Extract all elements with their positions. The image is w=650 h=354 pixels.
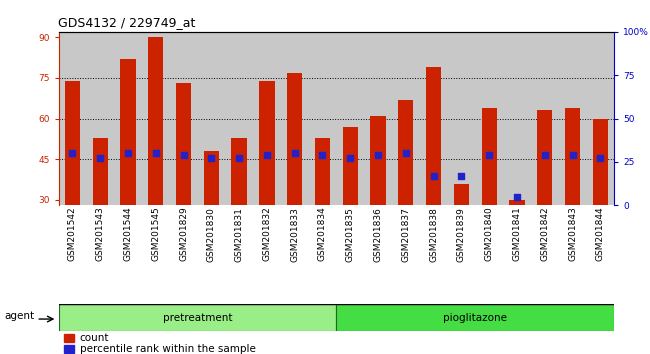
Bar (58, 32, 86, 205)
Bar (281, 32, 309, 205)
Point (540, 152, 550, 158)
Bar (475, 32, 503, 205)
Bar (203, 151, 219, 205)
Bar (343, 127, 358, 205)
Bar (510, 200, 525, 205)
Point (484, 152, 495, 158)
Point (512, 194, 522, 200)
Point (95, 156, 105, 161)
Bar (64, 334, 74, 342)
Bar (420, 32, 447, 205)
Point (178, 152, 188, 158)
Bar (92, 138, 108, 205)
Text: agent: agent (5, 312, 35, 321)
Point (206, 156, 216, 161)
Point (567, 152, 578, 158)
Point (595, 156, 606, 161)
Point (67, 150, 77, 156)
Bar (586, 32, 614, 205)
Point (345, 156, 356, 161)
Bar (259, 81, 274, 205)
Bar (537, 110, 552, 205)
Bar (253, 32, 281, 205)
Bar (65, 81, 80, 205)
Text: pioglitazone: pioglitazone (443, 313, 507, 323)
Bar (503, 32, 531, 205)
Bar (482, 108, 497, 205)
Bar (142, 32, 170, 205)
Bar (447, 32, 475, 205)
Bar (565, 108, 580, 205)
Point (289, 150, 300, 156)
Bar (226, 32, 253, 205)
Point (456, 173, 467, 179)
Bar (392, 32, 420, 205)
Point (400, 150, 411, 156)
Bar (593, 119, 608, 205)
Text: count: count (79, 333, 109, 343)
FancyBboxPatch shape (337, 304, 614, 331)
Point (428, 173, 439, 179)
Bar (426, 67, 441, 205)
FancyBboxPatch shape (58, 304, 337, 331)
Point (234, 156, 244, 161)
Point (123, 150, 133, 156)
Bar (148, 37, 163, 205)
Text: percentile rank within the sample: percentile rank within the sample (79, 344, 255, 354)
Point (262, 152, 272, 158)
Bar (558, 32, 586, 205)
Bar (64, 345, 74, 353)
Bar (337, 32, 364, 205)
Point (373, 152, 384, 158)
Bar (170, 32, 198, 205)
Bar (309, 32, 337, 205)
Bar (454, 184, 469, 205)
Bar (120, 59, 136, 205)
Bar (231, 138, 247, 205)
Text: GDS4132 / 229749_at: GDS4132 / 229749_at (58, 16, 196, 29)
Bar (364, 32, 392, 205)
Bar (398, 99, 413, 205)
Point (317, 152, 328, 158)
Bar (370, 116, 385, 205)
Bar (287, 73, 302, 205)
Text: pretreatment: pretreatment (162, 313, 232, 323)
Point (151, 150, 161, 156)
Bar (315, 138, 330, 205)
Bar (86, 32, 114, 205)
Bar (198, 32, 225, 205)
Bar (176, 83, 191, 205)
Bar (531, 32, 559, 205)
Bar (114, 32, 142, 205)
